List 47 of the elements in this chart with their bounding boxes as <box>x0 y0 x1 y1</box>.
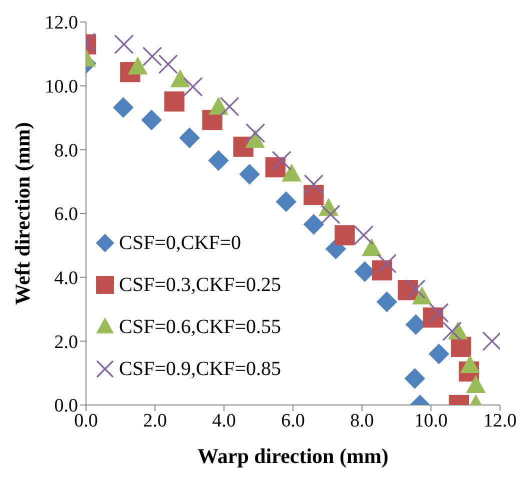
point <box>276 191 296 212</box>
x-tick-label: 2.0 <box>143 410 167 432</box>
point <box>303 214 324 235</box>
point <box>246 123 266 143</box>
legend-label: CSF=0.3,CKF=0.25 <box>119 274 282 296</box>
point <box>320 204 340 224</box>
point <box>406 279 426 299</box>
point <box>442 321 462 342</box>
point <box>404 368 426 389</box>
y-tick-label: 12.0 <box>44 12 78 34</box>
point <box>179 128 200 148</box>
point <box>272 150 292 170</box>
x-tick-label: 10.0 <box>414 410 448 432</box>
x-tick-label: 4.0 <box>212 410 236 432</box>
point <box>377 254 397 274</box>
y-tick-label: 8.0 <box>54 140 78 162</box>
x-tick-label: 6.0 <box>281 410 305 432</box>
point <box>376 292 398 312</box>
legend-label: CSF=0,CKF=0 <box>119 232 242 254</box>
x-tick-label: 8.0 <box>350 410 374 432</box>
point <box>354 225 374 246</box>
legend-label: CSF=0.6,CKF=0.55 <box>119 316 282 338</box>
point <box>429 302 449 323</box>
y-tick-label: 6.0 <box>54 204 78 226</box>
x-axis-title: Warp direction (mm) <box>198 444 388 468</box>
point <box>114 34 134 54</box>
point <box>304 184 324 206</box>
point <box>466 375 486 394</box>
y-tick-label: 2.0 <box>54 332 78 353</box>
y-axis-title: Weft direction (mm) <box>10 122 34 305</box>
point <box>304 174 324 194</box>
x-tick-label: 12.0 <box>483 410 517 432</box>
point <box>183 76 203 97</box>
point <box>142 46 162 66</box>
point <box>220 96 240 116</box>
x-tick-label: 0.0 <box>74 410 98 432</box>
y-tick-label: 4.0 <box>54 268 78 290</box>
point <box>158 54 178 74</box>
point <box>334 225 355 246</box>
point <box>208 150 229 171</box>
point <box>428 344 450 364</box>
point <box>141 110 162 130</box>
point <box>112 97 134 118</box>
point <box>239 164 260 185</box>
point <box>164 91 184 112</box>
legend-label: CSF=0.9,CKF=0.85 <box>119 358 282 380</box>
y-tick-label: 10.0 <box>44 76 78 98</box>
